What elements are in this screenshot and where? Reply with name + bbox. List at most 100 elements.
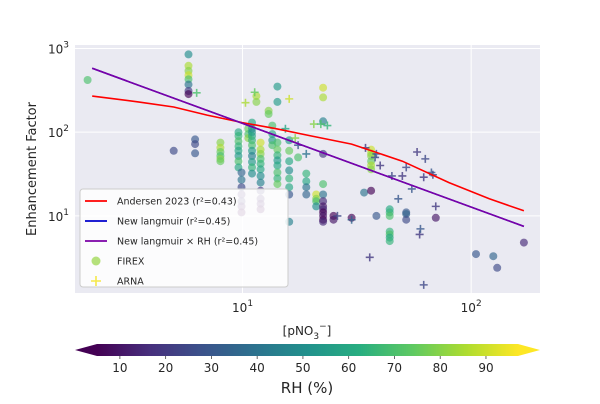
firex-point-95 — [319, 83, 328, 92]
arna-point-24 — [415, 230, 424, 239]
firex-point-57 — [256, 178, 265, 187]
y-axis-label: Enhancement Factor — [25, 101, 40, 236]
colorbar-tick-label-2: 30 — [204, 361, 219, 375]
firex-point-107 — [319, 217, 328, 226]
firex-point-71 — [273, 145, 282, 154]
legend-label-2: New langmuir × RH (r²=0.45) — [117, 237, 258, 248]
firex-point-2 — [184, 50, 193, 59]
firex-point-49 — [252, 97, 261, 106]
arna-point-8 — [323, 121, 332, 130]
arna-point-19 — [394, 194, 403, 203]
firex-point-130 — [431, 213, 440, 222]
firex-point-47 — [248, 169, 256, 178]
x-axis-label: [pNO3−] — [283, 322, 332, 342]
y-tick-label-0: 101 — [48, 208, 69, 224]
firex-point-25 — [234, 157, 243, 166]
arna-point-0 — [192, 88, 201, 97]
tick-labels: 101 102 101 102 103 — [48, 40, 482, 315]
firex-point-126 — [385, 237, 394, 246]
firex-point-80 — [285, 157, 294, 166]
firex-point-56 — [256, 172, 265, 180]
firex-point-50 — [256, 138, 265, 147]
legend-label-1: New langmuir (r²=0.45) — [117, 217, 230, 228]
y-tick-label-1: 102 — [48, 124, 69, 140]
firex-point-81 — [285, 166, 294, 175]
firex-point-111 — [360, 188, 369, 197]
arna-point-21 — [402, 163, 411, 172]
firex-point-27 — [237, 168, 246, 177]
firex-point-100 — [319, 190, 328, 199]
arna-point-1 — [241, 98, 250, 107]
arna-point-6 — [309, 120, 318, 129]
arna-point-22 — [407, 184, 416, 193]
colorbar-tick-label-6: 70 — [387, 361, 402, 375]
firex-point-90 — [302, 190, 311, 199]
colorbar-tick-label-8: 90 — [478, 361, 493, 375]
arna-point-23 — [413, 147, 422, 156]
firex-point-132 — [489, 252, 498, 261]
firex-point-86 — [294, 153, 303, 162]
arna-point-20 — [398, 171, 407, 180]
arna-point-2 — [250, 88, 259, 97]
x-tick-label-0: 101 — [232, 299, 253, 315]
legend-label-4: ARNA — [117, 277, 144, 288]
fit-lines — [91, 67, 525, 228]
firex-point-63 — [264, 110, 273, 118]
fit-line-0 — [92, 95, 525, 212]
firex-point-129 — [402, 215, 411, 224]
colorbar-tick-label-3: 40 — [250, 361, 265, 375]
colorbar-extend-low — [75, 344, 97, 356]
arna-point-5 — [291, 134, 300, 143]
y-tick-label-2: 103 — [48, 40, 69, 56]
firex-point-94 — [312, 202, 321, 211]
firex-point-0 — [83, 76, 92, 84]
firex-point-46 — [248, 163, 256, 172]
firex-point-75 — [273, 168, 282, 177]
firex-point-77 — [273, 180, 282, 189]
firex-point-11 — [191, 140, 200, 149]
firex-point-69 — [273, 97, 282, 106]
firex-point-89 — [302, 183, 311, 192]
firex-point-79 — [285, 146, 294, 155]
firex-point-87 — [302, 169, 311, 178]
firex-point-134 — [519, 238, 528, 247]
firex-point-7 — [184, 80, 193, 89]
colorbar-bar — [97, 344, 518, 356]
firex-point-128 — [402, 210, 411, 219]
colorbar-tick-label-7: 80 — [433, 361, 448, 375]
arna-point-11 — [333, 211, 342, 220]
firex-point-74 — [273, 161, 282, 170]
firex-point-54 — [256, 159, 265, 168]
arna-point-12 — [347, 215, 356, 224]
fit-line-2 — [91, 67, 525, 228]
colorbar-tick-label-4: 50 — [295, 361, 310, 375]
firex-point-76 — [273, 174, 282, 183]
firex-point-99 — [319, 180, 328, 189]
firex-point-68 — [273, 82, 282, 91]
legend-label-0: Andersen 2023 (r²=0.43) — [117, 197, 237, 208]
firex-point-109 — [329, 215, 338, 224]
firex-point-88 — [302, 177, 311, 186]
arna-point-27 — [419, 280, 428, 289]
arna-point-26 — [419, 173, 428, 182]
arna-point-28 — [421, 154, 430, 163]
colorbar-tick-label-1: 20 — [158, 361, 173, 375]
firex-point-133 — [493, 263, 502, 272]
firex-point-1 — [169, 146, 178, 155]
legend-frame — [79, 188, 289, 288]
x-tick-label-1: 102 — [461, 299, 482, 315]
firex-point-18 — [216, 157, 225, 166]
firex-point-12 — [191, 149, 200, 158]
firex-point-55 — [256, 165, 265, 174]
legend-label-3: FIREX — [117, 257, 145, 268]
colorbar-tick-label-5: 60 — [341, 361, 356, 375]
firex-point-82 — [285, 174, 294, 183]
firex-point-122 — [385, 211, 394, 220]
colorbar-extend-high — [518, 344, 540, 356]
firex-point-42 — [248, 141, 256, 150]
arna-point-31 — [431, 202, 440, 211]
arna-point-14 — [365, 253, 374, 262]
legend: Andersen 2023 (r²=0.43) New langmuir (r²=… — [79, 188, 289, 288]
colorbar-label: RH (%) — [281, 379, 333, 397]
arna-point-17 — [376, 161, 385, 170]
